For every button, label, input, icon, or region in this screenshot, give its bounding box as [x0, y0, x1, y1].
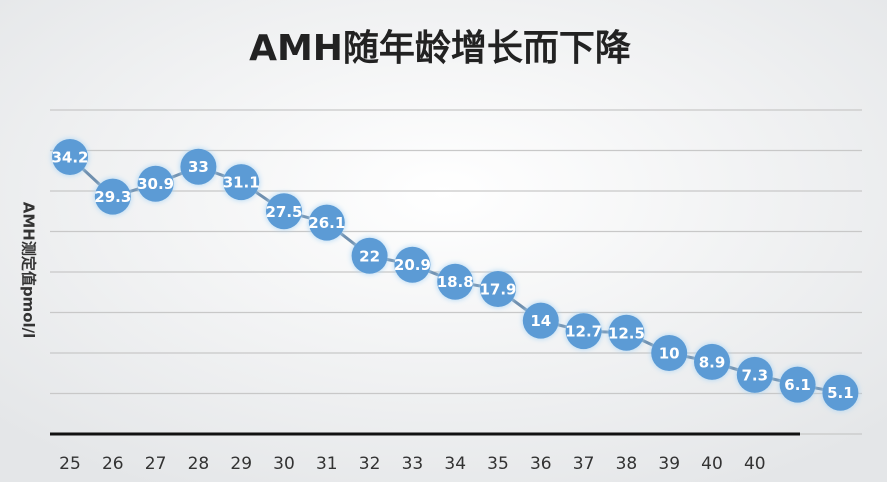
data-point [223, 164, 260, 201]
x-tick-label: 39 [658, 454, 680, 474]
x-tick-label: 40 [701, 454, 723, 474]
data-point [52, 138, 88, 175]
data-label: 20.9 [394, 256, 431, 274]
x-tick-label: 36 [530, 454, 552, 474]
data-label: 26.1 [308, 214, 345, 232]
data-label: 27.5 [265, 203, 302, 221]
data-point [94, 178, 131, 215]
data-point [522, 302, 559, 339]
data-point [180, 148, 217, 185]
data-point [308, 204, 345, 241]
x-tick-label: 38 [616, 454, 638, 474]
data-label: 30.9 [137, 175, 174, 193]
data-point [822, 374, 859, 411]
data-point [351, 237, 388, 274]
x-tick-label: 27 [145, 454, 167, 474]
data-point [565, 313, 602, 350]
x-tick-label: 35 [487, 454, 509, 474]
data-point [694, 343, 730, 380]
x-tick-label: 25 [59, 454, 81, 474]
x-tick-label: 33 [402, 454, 424, 474]
data-label: 34.2 [51, 148, 88, 166]
data-label: 29.3 [94, 188, 131, 206]
data-label: 12.5 [608, 324, 645, 342]
data-point [779, 366, 816, 403]
data-label: 31.1 [223, 174, 260, 192]
x-tick-label: 30 [273, 454, 295, 474]
data-point [651, 335, 688, 371]
data-point [266, 193, 302, 230]
y-axis-label: AMH测定值pmol/l [20, 202, 38, 339]
data-label: 18.8 [437, 273, 474, 291]
data-label: 17.9 [479, 281, 516, 299]
data-label: 6.1 [784, 376, 811, 394]
data-label: 33 [188, 158, 209, 176]
data-label: 12.7 [565, 323, 602, 341]
data-label: 5.1 [827, 384, 854, 402]
data-label: 10 [659, 345, 680, 363]
data-point [608, 314, 645, 351]
x-tick-label: 29 [230, 454, 252, 474]
x-tick-label: 32 [359, 454, 381, 474]
data-point [480, 271, 516, 308]
data-label: 8.9 [699, 353, 726, 371]
data-label: 7.3 [742, 366, 769, 384]
x-tick-label: 31 [316, 454, 338, 474]
data-point [437, 263, 474, 300]
data-point [137, 165, 174, 202]
data-point [394, 246, 431, 283]
x-tick-label: 37 [573, 454, 595, 474]
x-tick-label: 26 [102, 454, 124, 474]
x-tick-label: 40 [744, 454, 766, 474]
data-label: 22 [359, 247, 380, 265]
x-tick-label: 28 [188, 454, 210, 474]
chart-title: AMH随年龄增长而下降 [249, 28, 631, 69]
data-label: 14 [530, 312, 551, 330]
x-tick-label: 34 [444, 454, 466, 474]
data-point [736, 356, 773, 393]
